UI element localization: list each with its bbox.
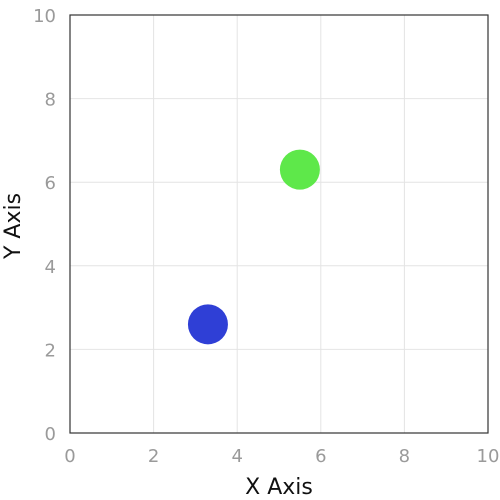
plot-frame [69,14,489,434]
x-tick-label: 8 [399,446,410,467]
x-tick-label: 6 [315,446,326,467]
y-tick-label: 0 [45,424,56,445]
y-tick-label: 2 [45,340,56,361]
y-tick-labels: 0 2 4 6 8 10 [33,6,56,445]
y-axis-label: Y Axis [1,193,26,260]
x-tick-label: 4 [231,446,242,467]
x-axis-label: X Axis [245,475,313,500]
scatter-point [187,304,228,345]
x-tick-label: 0 [64,446,75,467]
y-tick-label: 8 [45,90,56,111]
y-tick-label: 4 [45,257,56,278]
scatter-point [279,149,320,190]
data-points [187,149,320,345]
x-tick-labels: 0 2 4 6 8 10 [64,446,499,467]
grid [70,15,488,433]
x-tick-label: 10 [477,446,500,467]
x-tick-label: 2 [148,446,159,467]
y-tick-label: 10 [33,6,56,27]
y-tick-label: 6 [45,173,56,194]
